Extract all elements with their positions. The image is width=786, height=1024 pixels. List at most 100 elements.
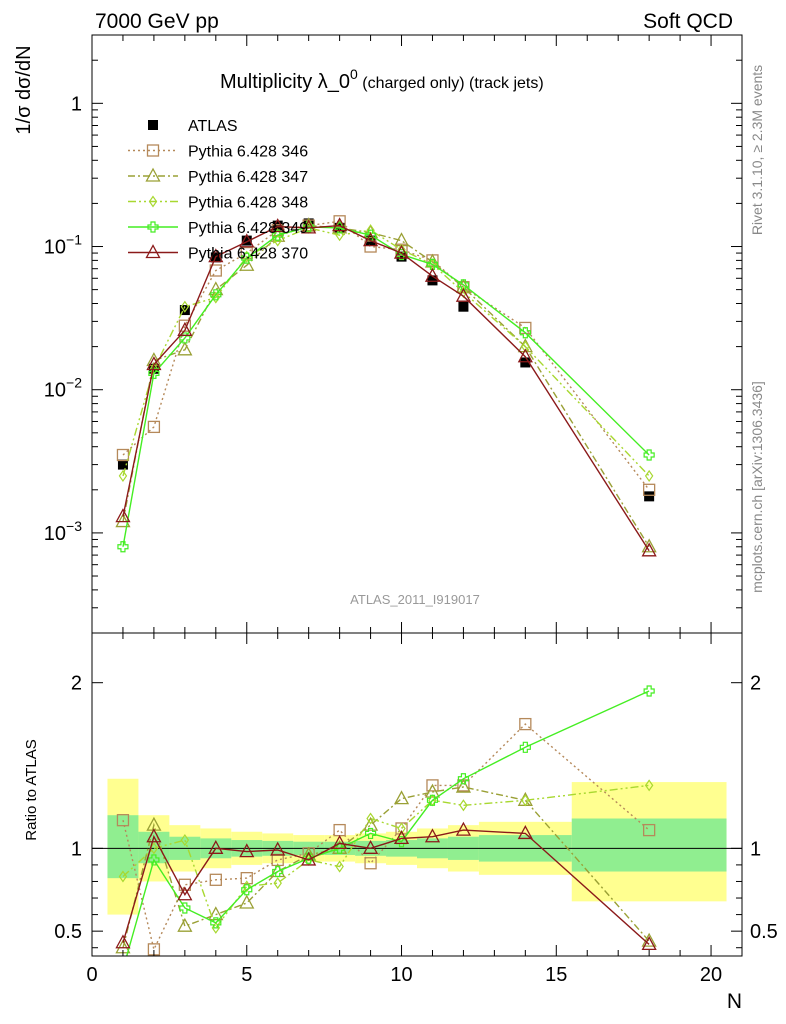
- main-series-5-point: [517, 348, 533, 363]
- main-axes: 10−310−210−11: [44, 34, 743, 634]
- ratio-series-point: [332, 834, 348, 850]
- ratio-series-point: [240, 871, 253, 885]
- main-series-4-point: [148, 367, 160, 379]
- series-5: [115, 217, 657, 557]
- legend-marker: [145, 167, 161, 182]
- ratio-series-point: [209, 873, 222, 886]
- main-ytick-label-exp: −3: [66, 518, 82, 534]
- main-series-0-point: [644, 491, 655, 502]
- main-ytick-label: 1: [71, 93, 82, 115]
- main-ytick-label: 10−3: [44, 518, 82, 545]
- ratio-series-point: [397, 822, 406, 835]
- ratio-series-point: [177, 886, 193, 901]
- main-series-5-point: [332, 217, 348, 232]
- ratio-series-point: [393, 790, 410, 805]
- main-series-0-point: [272, 220, 283, 231]
- ratio-series-point: [210, 917, 222, 929]
- uncertainty-band-inner: [107, 815, 139, 879]
- main-series-5-point: [641, 542, 657, 557]
- ratio-series-point: [426, 779, 439, 792]
- x-axis-label: N: [727, 990, 742, 1013]
- main-series-5-point: [301, 219, 317, 234]
- main-ytick-label-base: 10: [44, 380, 66, 402]
- ratio-series-point: [208, 839, 224, 854]
- ratio-series-point: [424, 828, 441, 843]
- main-series-4-point: [395, 248, 408, 261]
- legend-label: Pythia 6.428 370: [188, 246, 308, 263]
- ratio-series-point: [517, 825, 533, 840]
- main-series-3-point: [521, 340, 530, 353]
- main-series-1-point: [147, 420, 161, 434]
- main-ytick-label-exp: −2: [66, 375, 82, 391]
- main-series-5-point: [239, 233, 255, 248]
- legend-label: Pythia 6.428 348: [188, 195, 308, 212]
- ratio-ytick-label: 1: [71, 838, 82, 860]
- ratio-series-point: [239, 894, 255, 909]
- x-tick-label: 0: [86, 964, 97, 986]
- chart-title: Multiplicity λ_00 (charged only) (track …: [220, 66, 544, 93]
- legend-label: Pythia 6.428 346: [188, 144, 308, 161]
- chart-title-main: Multiplicity λ_0: [220, 71, 350, 93]
- main-ytick-label: 10−1: [44, 232, 82, 259]
- legend-item: ATLAS: [148, 118, 238, 135]
- main-series-5-point: [115, 508, 131, 523]
- rivet-label: Rivet 3.1.10, ≥ 2.3M events: [749, 65, 765, 235]
- ratio-series-point: [270, 841, 286, 856]
- main-series-4-point: [643, 449, 655, 461]
- ratio-series-point: [115, 934, 131, 949]
- main-series-3-point: [211, 291, 221, 304]
- ratio-ytick-label: 2: [71, 673, 82, 695]
- ratio-series-point: [642, 823, 656, 837]
- main-series-4-point: [457, 279, 470, 291]
- legend-item: Pythia 6.428 348: [128, 195, 308, 212]
- main-series-1-point: [333, 215, 346, 228]
- ratio-series-point: [393, 830, 410, 845]
- main-series-3-point: [118, 469, 128, 482]
- x-tick-label: 5: [241, 964, 252, 986]
- legend-marker: [148, 120, 158, 130]
- legend-item: Pythia 6.428 370: [128, 244, 308, 263]
- legend: ATLAS Pythia 6.428 346 Pythia 6.428 347 Pyt…: [128, 118, 308, 263]
- main-series-5-point: [424, 267, 441, 282]
- main-series-5-point: [177, 321, 193, 336]
- analysis-label: ATLAS_2011_I919017: [350, 592, 480, 607]
- main-series-4-point: [272, 229, 284, 241]
- ratio-series-3: [126, 685, 655, 956]
- main-series-5-point: [270, 218, 286, 233]
- ratio-series-point: [179, 902, 191, 914]
- legend-marker: [145, 244, 161, 259]
- ratio-series-point: [239, 843, 255, 858]
- ratio-ytick-label-right: 2: [750, 673, 761, 695]
- ratio-series-point: [118, 870, 128, 883]
- main-ytick-label-exp: −1: [66, 232, 82, 248]
- main-series-5-point: [393, 244, 410, 259]
- chart-title-rest: (charged only) (track jets): [358, 75, 544, 92]
- ratio-series-point: [366, 812, 375, 825]
- ratio-series-point: [301, 851, 317, 866]
- ratio-series-point: [364, 857, 377, 870]
- main-series-0-point: [396, 251, 407, 262]
- main-series-4-point: [519, 327, 531, 339]
- main-ytick-label: 10−2: [44, 375, 82, 402]
- ratio-series-point: [180, 834, 190, 847]
- ratio-series-point: [116, 814, 130, 827]
- ratio-ylabel: Ratio to ATLAS: [23, 739, 40, 840]
- main-series-4-point: [210, 289, 222, 301]
- ratio-ytick-label-right: 1: [750, 838, 761, 860]
- x-tick-label: 15: [545, 964, 567, 986]
- main-series-4-point: [364, 229, 377, 241]
- legend-item: Pythia 6.428 347: [128, 167, 308, 186]
- main-plot-area: [92, 35, 742, 633]
- ratio-ytick-label: 0.5: [54, 921, 82, 943]
- main-series-5-point: [455, 287, 472, 302]
- ratio-series-point: [519, 741, 531, 753]
- main-series-3-line: [122, 227, 650, 477]
- ratio-panel: [92, 633, 742, 956]
- ratio-series-point: [208, 906, 224, 921]
- main-ytick-label-base: 1: [71, 93, 82, 115]
- legend-item: Pythia 6.428 346: [128, 144, 308, 161]
- ratio-series-point: [148, 854, 160, 866]
- ratio-series-line: [122, 829, 650, 945]
- main-series-layer: [115, 215, 657, 557]
